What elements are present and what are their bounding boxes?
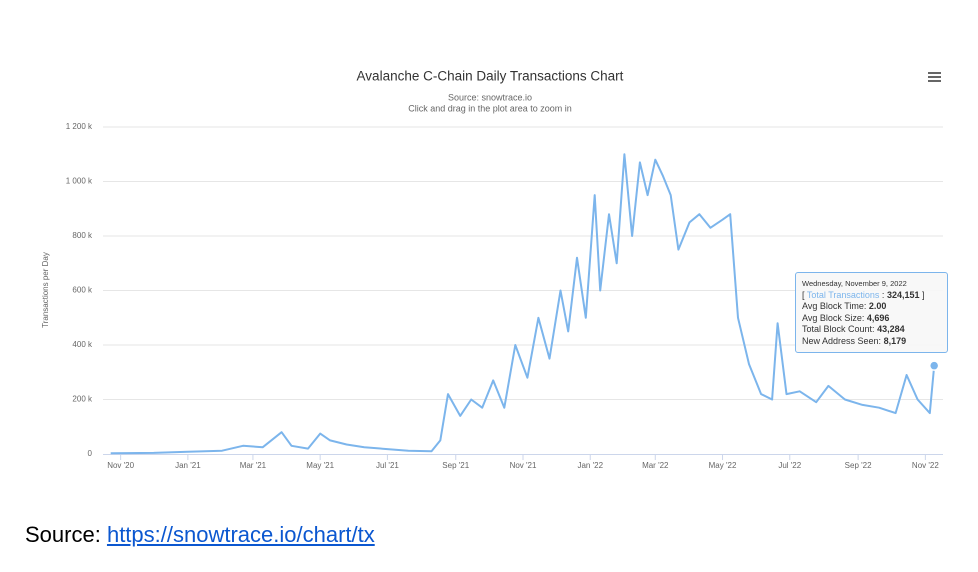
tooltip-row: Avg Block Time: 2.00 bbox=[802, 301, 941, 313]
x-tick-label: Mar '21 bbox=[240, 461, 267, 470]
tooltip-row: [ Total Transactions : 324,151 ] bbox=[802, 290, 941, 302]
x-tick-label: Sep '21 bbox=[442, 461, 469, 470]
menu-bar bbox=[928, 72, 941, 74]
series-name: Total Transactions bbox=[806, 289, 880, 300]
chart: Avalanche C-Chain Daily Transactions Cha… bbox=[41, 69, 943, 470]
x-tick-label: Jul '22 bbox=[778, 461, 801, 470]
subtitle: Source: snowtrace.io bbox=[448, 92, 532, 102]
row-label: Avg Block Size: bbox=[802, 312, 865, 323]
row-value: 2.00 bbox=[868, 301, 887, 311]
menu-button[interactable] bbox=[928, 72, 941, 82]
x-tick-label: Nov '22 bbox=[912, 461, 939, 470]
y-axis-label: Transactions per Day bbox=[41, 252, 50, 328]
y-tick-label: 1 000 k bbox=[66, 177, 93, 186]
bracket: [ bbox=[802, 289, 805, 300]
menu-bar bbox=[928, 76, 941, 78]
row-value: 43,284 bbox=[877, 324, 905, 334]
y-tick-label: 200 k bbox=[72, 395, 93, 404]
row-label: New Address Seen: bbox=[802, 335, 882, 346]
data-line bbox=[110, 153, 936, 455]
x-tick-label: Nov '21 bbox=[510, 461, 537, 470]
x-tick-label: Nov '20 bbox=[107, 461, 134, 470]
x-tick-label: Jan '22 bbox=[577, 461, 603, 470]
row-value: 8,179 bbox=[883, 335, 907, 346]
row-label: Avg Block Time: bbox=[802, 301, 867, 311]
tooltip-row: Avg Block Size: 4,696 bbox=[802, 313, 941, 325]
tooltip-row: New Address Seen: 8,179 bbox=[802, 336, 941, 348]
bracket: ] bbox=[922, 289, 925, 300]
row-value: 4,696 bbox=[866, 312, 890, 323]
tooltip-rows: Avg Block Time: 2.00 Avg Block Size: 4,69… bbox=[802, 301, 941, 347]
separator: : bbox=[881, 289, 885, 300]
tooltip-row: Total Block Count: 43,284 bbox=[802, 324, 941, 336]
source-link[interactable]: https://snowtrace.io/chart/tx bbox=[106, 522, 375, 547]
y-tick-label: 400 k bbox=[72, 340, 93, 349]
tooltip-date: Wednesday, November 9, 2022 bbox=[802, 279, 907, 288]
subtitle: Click and drag in the plot area to zoom … bbox=[408, 103, 572, 113]
x-tick-label: Mar '22 bbox=[642, 461, 669, 470]
tooltip: Wednesday, November 9, 2022 [ Total Tran… bbox=[795, 272, 948, 353]
y-tick-label: 800 k bbox=[72, 231, 93, 240]
hover-marker bbox=[928, 360, 940, 371]
x-tick-label: May '21 bbox=[306, 461, 334, 470]
y-tick-label: 600 k bbox=[72, 286, 93, 295]
x-tick-label: May '22 bbox=[709, 461, 737, 470]
x-tick-label: Sep '22 bbox=[845, 461, 872, 470]
y-tick-label: 1 200 k bbox=[66, 122, 93, 131]
x-tick-label: Jan '21 bbox=[175, 461, 201, 470]
chart-title: Avalanche C-Chain Daily Transactions Cha… bbox=[357, 69, 624, 84]
y-tick-label: 0 bbox=[88, 449, 93, 458]
caption-prefix: Source: bbox=[25, 522, 101, 547]
x-tick-label: Jul '21 bbox=[376, 461, 399, 470]
row-label: Total Block Count: bbox=[802, 324, 875, 334]
menu-bar bbox=[928, 80, 941, 82]
tooltip-value: 324,151 bbox=[886, 289, 920, 300]
caption: Source: https://snowtrace.io/chart/tx bbox=[25, 522, 375, 548]
